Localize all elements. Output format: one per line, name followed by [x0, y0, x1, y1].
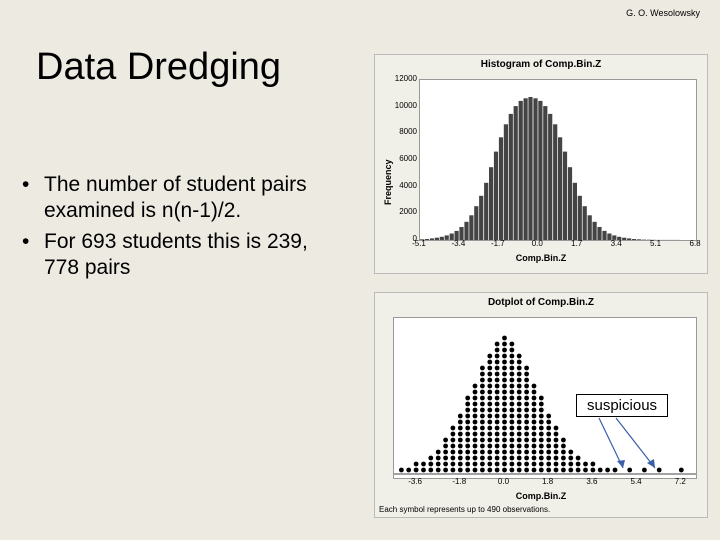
bullet-dot: • — [22, 172, 44, 225]
author-text: G. O. Wesolowsky — [626, 8, 700, 18]
dotplot-xlabel: Comp.Bin.Z — [375, 491, 707, 501]
histogram-plot — [419, 79, 697, 241]
histogram-xlabel: Comp.Bin.Z — [375, 253, 707, 263]
histogram-title: Histogram of Comp.Bin.Z — [375, 59, 707, 70]
bullet-text: For 693 students this is 239, 778 pairs — [44, 229, 342, 282]
bullet-dot: • — [22, 229, 44, 282]
bullet-text: The number of student pairs examined is … — [44, 172, 342, 225]
histogram-chart: Histogram of Comp.Bin.Z Frequency -5.1-3… — [374, 54, 708, 274]
bullet-item: • The number of student pairs examined i… — [22, 172, 342, 225]
page-title: Data Dredging — [36, 46, 281, 89]
suspicious-label: suspicious — [576, 394, 668, 417]
dotplot-footnote: Each symbol represents up to 490 observa… — [379, 505, 550, 514]
histogram-bars — [420, 80, 696, 240]
bullet-item: • For 693 students this is 239, 778 pair… — [22, 229, 342, 282]
bullet-list: • The number of student pairs examined i… — [22, 172, 342, 285]
dotplot-title: Dotplot of Comp.Bin.Z — [375, 297, 707, 308]
